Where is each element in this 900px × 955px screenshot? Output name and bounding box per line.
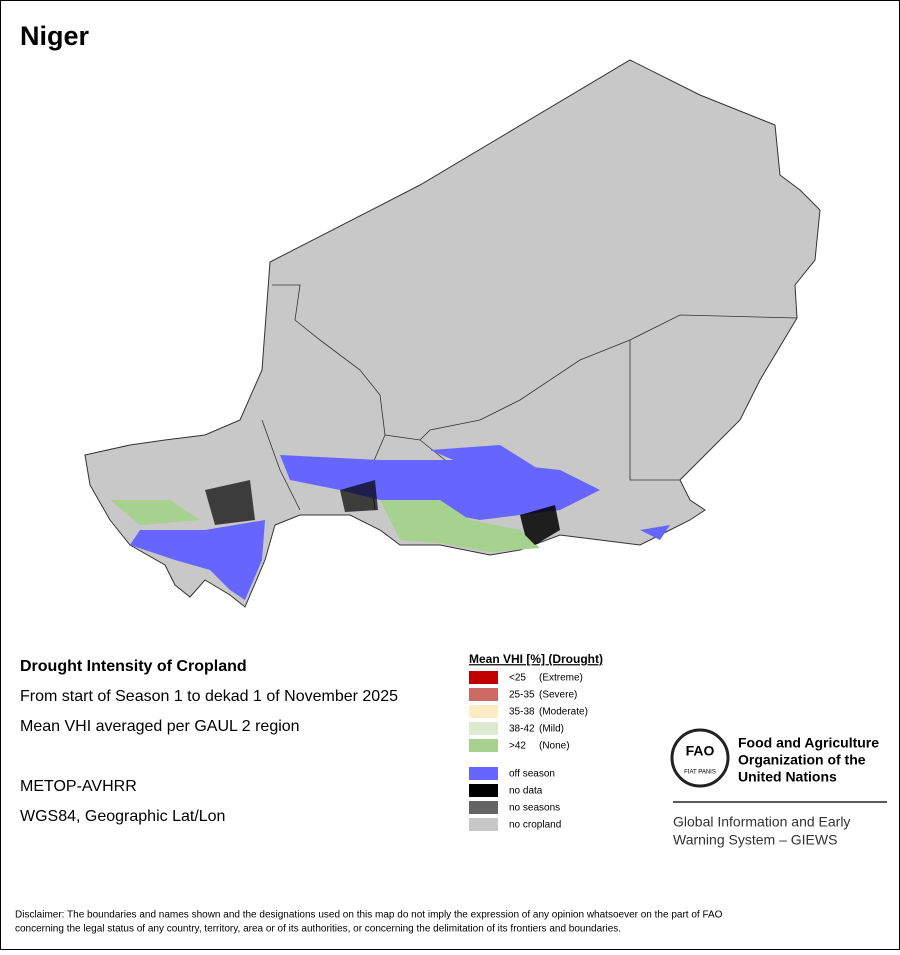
fao-name: United Nations [738, 769, 837, 785]
logo-ring [670, 728, 730, 788]
legend-swatch [469, 818, 498, 831]
fao-logo: FAO FIAT PANIS [670, 728, 730, 788]
legend-class: (Severe) [539, 690, 577, 701]
info-heading: Drought Intensity of Cropland [20, 658, 247, 675]
legend-swatch [469, 722, 498, 735]
fao-name: Food and Agriculture [738, 735, 879, 751]
legend-label: no seasons [509, 803, 560, 814]
legend-range: 35-38 [509, 707, 535, 718]
legend-label: no data [509, 786, 543, 797]
legend-swatch [469, 688, 498, 701]
legend-class: (Mild) [539, 724, 564, 735]
title: Niger [20, 21, 90, 51]
legend-swatch [469, 739, 498, 752]
giews: Warning System – GIEWS [673, 832, 837, 848]
fao-name: Organization of the [738, 752, 866, 768]
legend-swatch [469, 671, 498, 684]
info-line: Mean VHI averaged per GAUL 2 region [20, 718, 300, 735]
legend-class: (Extreme) [539, 673, 583, 684]
logo-text: FAO [686, 743, 715, 759]
disclaimer: concerning the legal status of any count… [15, 924, 621, 935]
legend-swatch [469, 705, 498, 718]
disclaimer: Disclaimer: The boundaries and names sho… [15, 910, 723, 921]
projection: WGS84, Geographic Lat/Lon [20, 808, 225, 825]
legend-range: 38-42 [509, 724, 535, 735]
vhi-pixels [110, 445, 670, 600]
legend-label: off season [509, 769, 555, 780]
country-shape [84, 59, 821, 608]
legend-label: no cropland [509, 820, 561, 831]
sensor: METOP-AVHRR [20, 778, 137, 795]
legend-title: Mean VHI [%] (Drought) [469, 652, 603, 666]
legend-swatch [469, 767, 498, 780]
legend-class: (None) [539, 741, 570, 752]
legend-range: >42 [509, 741, 526, 752]
legend-swatch [469, 801, 498, 814]
legend-swatch [469, 784, 498, 797]
legend-range: 25-35 [509, 690, 535, 701]
logo-motto: FIAT PANIS [684, 770, 716, 776]
giews: Global Information and Early [673, 814, 850, 830]
info-line: From start of Season 1 to dekad 1 of Nov… [20, 688, 398, 705]
country-map [84, 59, 821, 608]
legend-class: (Moderate) [539, 707, 588, 718]
legend-range: <25 [509, 673, 526, 684]
